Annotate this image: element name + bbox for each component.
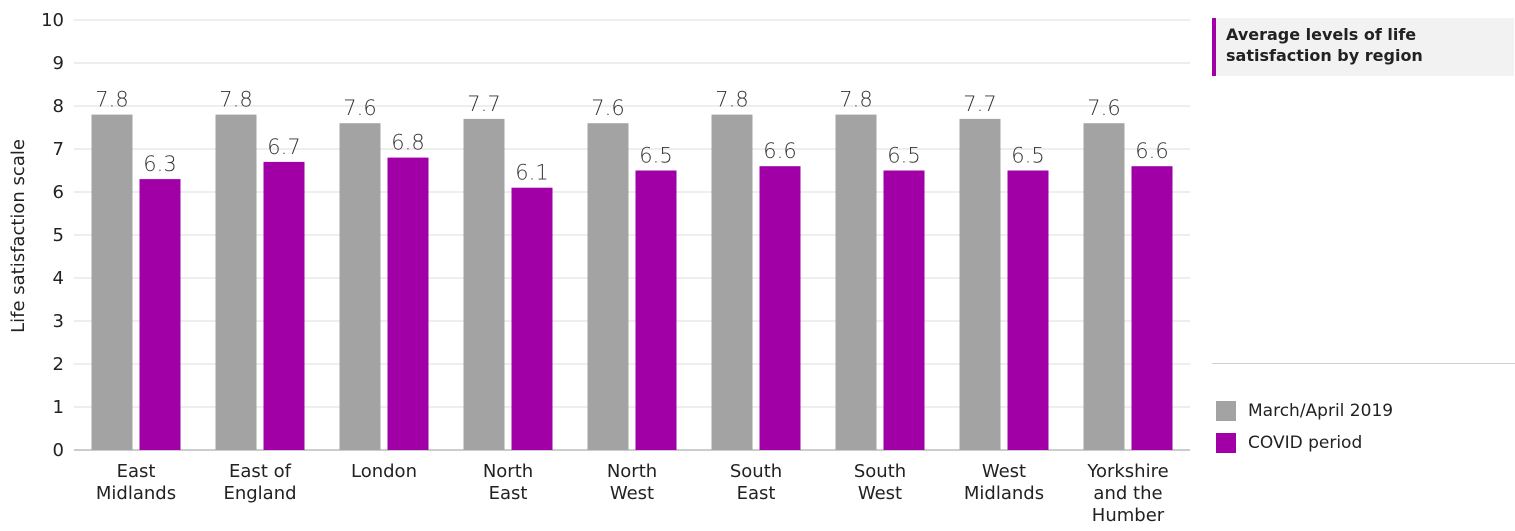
y-tick-label: 5: [53, 225, 64, 246]
data-label: 6.5: [887, 144, 920, 168]
y-tick-label: 1: [53, 397, 64, 418]
data-label: 6.3: [143, 152, 176, 176]
bar: [1007, 170, 1049, 450]
x-tick-label: South East: [730, 461, 782, 504]
data-label: 7.8: [95, 88, 128, 112]
data-label: 7.6: [343, 96, 376, 120]
bar: [1083, 123, 1125, 450]
y-tick-label: 9: [53, 53, 64, 74]
data-label: 7.6: [1087, 96, 1120, 120]
gridlines: [74, 19, 1190, 451]
x-tick-label: North East: [483, 461, 533, 504]
data-label: 7.7: [467, 92, 500, 116]
bar: [759, 166, 801, 450]
data-label: 6.8: [391, 131, 424, 155]
chart-title-box: Average levels of life satisfaction by r…: [1212, 18, 1514, 76]
x-tick-label: South West: [854, 461, 906, 504]
chart-title: Average levels of life satisfaction by r…: [1226, 25, 1423, 65]
bar-chart: 0 1 2 3 4 5 6 7 8 9 10 Life satisfaction scale 7.8…: [8, 10, 1190, 526]
legend-item-2019: March/April 2019: [1216, 400, 1393, 422]
data-label: 6.1: [515, 161, 548, 185]
x-tick-label: North West: [607, 461, 657, 504]
legend-divider: [1212, 363, 1515, 364]
category-labels: East Midlands East of England London North Eas…: [96, 461, 1169, 526]
bar: [463, 118, 505, 451]
legend: March/April 2019 COVID period: [1216, 400, 1393, 464]
y-tick-label: 3: [53, 311, 64, 332]
x-tick-label: East Midlands: [96, 461, 176, 504]
bar: [263, 161, 305, 450]
y-tick-label: 6: [53, 182, 64, 203]
bar: [215, 114, 257, 450]
legend-label-2019: March/April 2019: [1248, 401, 1394, 421]
bar: [835, 114, 877, 450]
data-label: 6.7: [267, 135, 300, 159]
y-tick-label: 0: [53, 440, 64, 461]
data-label: 7.8: [839, 88, 872, 112]
bars: [91, 114, 1173, 451]
x-tick-label: Yorkshire and the Humber: [1086, 461, 1168, 526]
data-label: 7.6: [591, 96, 624, 120]
y-axis: 0 1 2 3 4 5 6 7 8 9 10: [41, 10, 64, 461]
legend-item-covid: COVID period: [1216, 432, 1393, 454]
bar: [959, 118, 1001, 451]
bar: [339, 123, 381, 450]
y-axis-label: Life satisfaction scale: [8, 139, 29, 333]
data-labels: 7.8 6.3 7.8 6.7 7.6 6.8 7.7 6.1 7.6 6.5 7.8 6.6 7.8 6…: [95, 88, 1168, 185]
x-tick-label: West Midlands: [964, 461, 1044, 504]
y-tick-label: 8: [53, 96, 64, 117]
bar: [711, 114, 753, 450]
data-label: 6.6: [1135, 139, 1168, 163]
bar: [139, 179, 181, 450]
bar: [91, 114, 133, 450]
bar: [883, 170, 925, 450]
bar: [635, 170, 677, 450]
data-label: 6.6: [763, 139, 796, 163]
bar: [1131, 166, 1173, 450]
y-tick-label: 7: [53, 139, 64, 160]
bar: [511, 187, 553, 450]
data-label: 6.5: [1011, 144, 1044, 168]
y-tick-label: 2: [53, 354, 64, 375]
y-tick-label: 4: [53, 268, 64, 289]
bar: [387, 157, 429, 450]
data-label: 6.5: [639, 144, 672, 168]
legend-swatch-2019: [1216, 401, 1236, 421]
legend-label-covid: COVID period: [1248, 433, 1363, 453]
x-tick-label: London: [351, 461, 417, 482]
legend-swatch-covid: [1216, 433, 1236, 453]
bar: [587, 123, 629, 450]
x-tick-label: East of England: [223, 461, 296, 504]
data-label: 7.7: [963, 92, 996, 116]
data-label: 7.8: [715, 88, 748, 112]
y-tick-label: 10: [41, 10, 64, 31]
data-label: 7.8: [219, 88, 252, 112]
